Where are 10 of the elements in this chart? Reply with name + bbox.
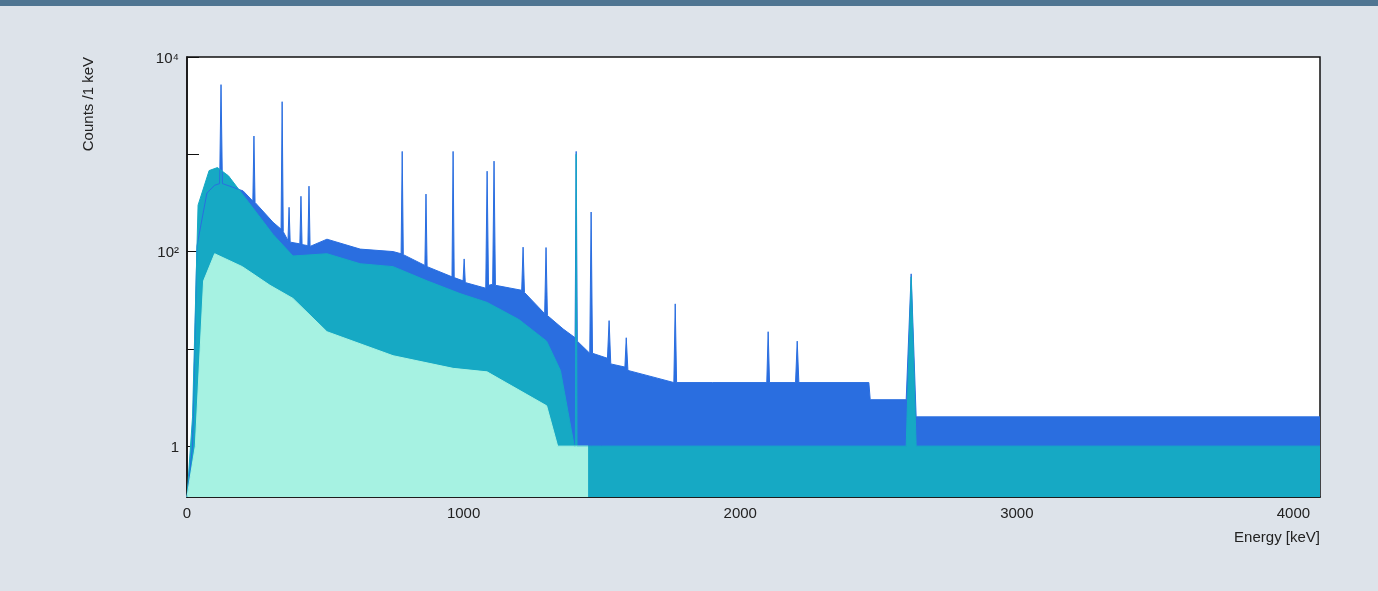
y-tick-label: 10² bbox=[157, 243, 179, 261]
x-axis-title: Energy [keV] bbox=[1234, 528, 1320, 545]
x-tick-label: 1000 bbox=[446, 504, 481, 521]
y-tick-label: 10⁴ bbox=[155, 48, 179, 66]
x-tick-label: 2000 bbox=[723, 504, 757, 521]
x-tick-label: 0 bbox=[182, 504, 192, 521]
y-axis-title: Counts /1 keV bbox=[79, 57, 96, 152]
x-tick-label: 4000 bbox=[1276, 504, 1311, 521]
y-tick-label: 1 bbox=[170, 437, 179, 455]
x-tick-label: 3000 bbox=[1000, 504, 1034, 521]
